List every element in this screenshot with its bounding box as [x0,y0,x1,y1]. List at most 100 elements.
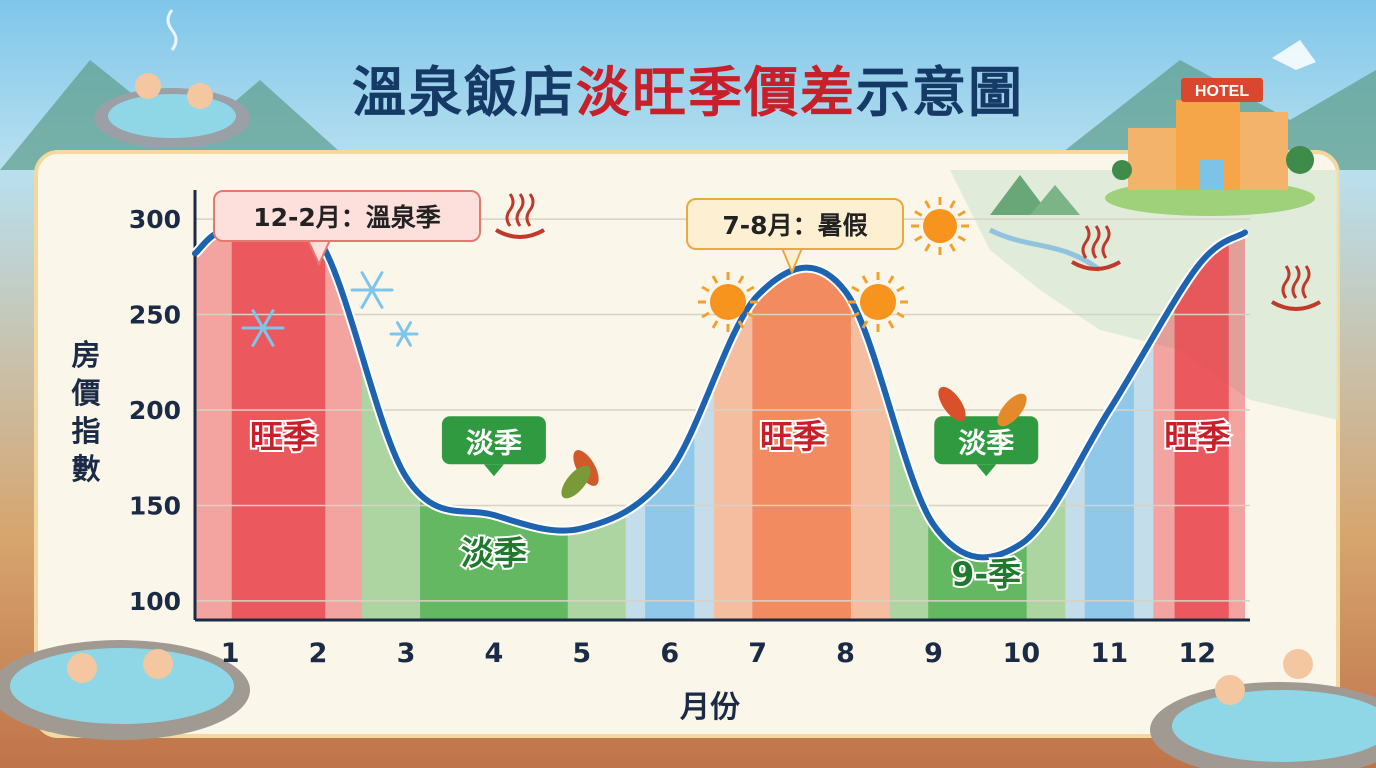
offseason-bubble [441,416,546,465]
sun-ray [737,320,745,329]
title-part-2: 淡旺季價差 [576,61,856,124]
season-band-off [889,216,1066,620]
hot-spring-pool-icon [1150,649,1376,768]
snowflake-arm [261,309,275,330]
leaf-icon [997,393,1027,427]
sun-ray [851,311,860,319]
symbol-steam [525,193,535,227]
symbol-basin [1070,260,1122,271]
map-mountain-icon [990,175,1050,215]
symbol-basin [494,228,546,239]
symbol-steam [515,193,525,227]
decorations [241,193,1322,499]
snowflake-arm [251,326,265,347]
sun-ray [861,320,869,329]
series [191,211,1248,563]
x-tick-label: 5 [572,638,591,669]
series-line [192,213,1248,561]
offseason-bubble-label: 淡季 [958,426,1014,459]
y-tick-label: 300 [129,205,181,234]
sun-ray [746,311,755,319]
sun-ray [924,200,931,209]
offseason-bubble [934,416,1039,465]
band-label: 旺季 [250,417,316,456]
season-band-core-peak [231,216,326,620]
sun-core [710,284,746,320]
symbol-steam [1081,225,1091,259]
sun-ray [914,235,923,242]
snowflake-arm [370,271,384,292]
map-river [988,227,1102,273]
symbol-steam [1281,265,1291,299]
y-tick-label: 250 [129,301,181,330]
x-tick-label: 8 [836,638,855,669]
leaf-icon [938,386,966,422]
sun-icon [911,197,969,255]
hot-spring-symbol-icon [494,193,546,239]
sun-ray [957,210,966,217]
map-mountain-icon [1030,185,1080,215]
sun-ray [701,285,710,293]
snowflake-arm [396,321,406,336]
x-axis-label: 月份 [680,690,740,725]
y-tick-label: 200 [129,396,181,425]
snowflake-arm [402,321,412,336]
season-band-core-peak [1174,216,1229,620]
snowflake-arm [396,332,406,347]
sun-ray [711,320,719,329]
hotel-sign-text: HOTEL [1195,83,1249,100]
sun-ray [746,285,755,293]
offseason-bubble-pointer [483,464,504,477]
offseason-bubble-pointer [976,464,997,477]
symbol-steam [505,193,515,227]
sun-ray [896,311,905,319]
sun-ray [957,235,966,242]
y-tick-label: 100 [129,587,181,616]
hot-spring-symbol-icon [1270,265,1322,311]
x-tick-label: 12 [1178,638,1216,669]
x-tick-label: 9 [924,638,943,669]
sun-ray [861,275,869,284]
snowflake-arm [360,271,374,292]
sun-ray [914,210,923,217]
x-tick-label: 4 [485,638,504,669]
sun-core [860,284,896,320]
x-tick-label: 7 [748,638,767,669]
x-tick-label: 10 [1003,638,1041,669]
sun-ray [737,275,745,284]
x-tick-label: 11 [1091,638,1129,669]
mountain-left [0,60,360,170]
sun-icon [848,272,908,332]
sun-ray [701,311,710,319]
title-part-3: 示意圖 [856,61,1024,124]
callout-summer: 7-8月：暑假 [686,198,904,250]
snowflake-icon [241,309,285,347]
sun-core [923,209,957,243]
y-axis-label: 房價指數 [71,338,101,486]
sun-ray [887,320,895,329]
x-tick-label: 6 [660,638,679,669]
snowflake-icon [389,321,419,347]
sun-ray [851,285,860,293]
symbol-steam [1091,225,1101,259]
leaf-icon [561,465,591,499]
hotel-icon: HOTEL [1105,78,1315,216]
band-label: 旺季 [1164,417,1230,456]
snowflake-arm [251,309,265,330]
snow-cap-icon [1272,40,1316,70]
sun-ray [711,275,719,284]
x-tick-label: 1 [221,638,240,669]
snowflake-arm [402,332,412,347]
sun-ray [887,275,895,284]
snowflake-arm [370,288,384,309]
sun-ray [896,285,905,293]
symbol-steam [1301,265,1311,299]
hot-spring-pool-icon [0,640,250,740]
y-tick-label: 150 [129,491,181,520]
sun-ray [949,200,956,209]
offseason-bubble-label: 淡季 [466,426,522,459]
band-label: 9-季 [951,555,1021,594]
